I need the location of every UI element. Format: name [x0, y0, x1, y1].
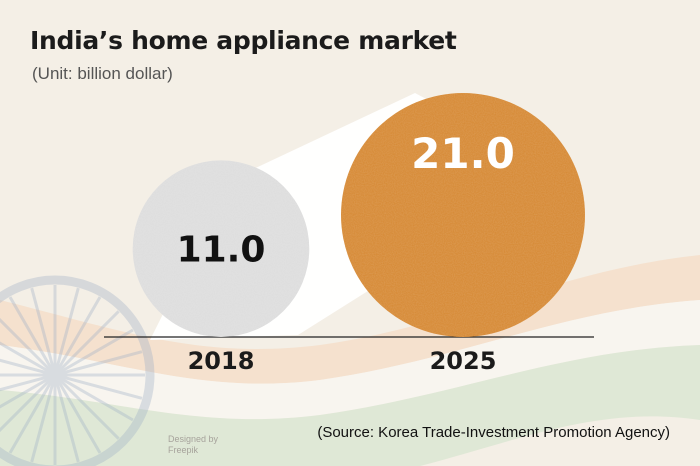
credit-line-1: Designed by [168, 434, 219, 444]
designer-credit: Designed by Freepik [168, 434, 218, 456]
value-label-2025: 21.0 [411, 129, 515, 178]
value-label-2018: 11.0 [177, 230, 266, 271]
flag-background-decoration [0, 255, 700, 466]
category-label-2025: 2025 [430, 347, 497, 375]
source-note: (Source: Korea Trade-Investment Promotio… [317, 424, 670, 441]
credit-line-2: Freepik [168, 445, 199, 455]
bubble-texture-2018 [132, 160, 310, 337]
saffron-wave [0, 255, 700, 384]
ashoka-chakra-icon [0, 275, 155, 466]
category-label-2018: 2018 [188, 347, 255, 375]
chart-title: India’s home appliance market [30, 26, 457, 55]
chart-subtitle: (Unit: billion dollar) [32, 64, 173, 83]
green-wave [0, 345, 700, 466]
white-wave [0, 300, 700, 420]
bubble-texture-2025 [341, 93, 585, 337]
bubble-series: 11.0 2018 21.0 2025 [132, 93, 585, 375]
